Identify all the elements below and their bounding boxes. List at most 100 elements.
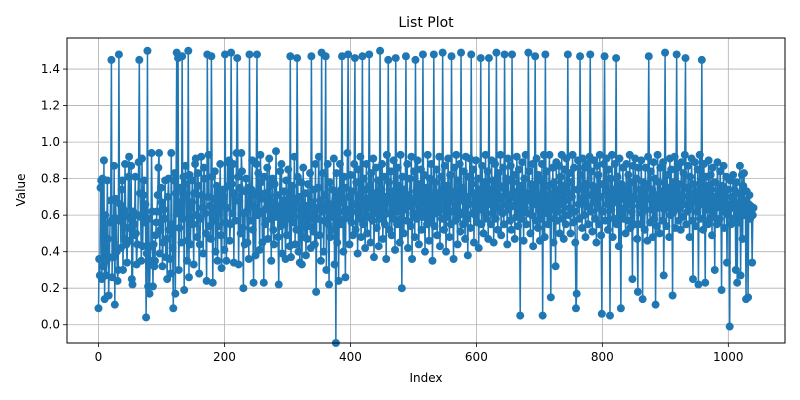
data-point [163,192,172,201]
data-point [202,276,211,285]
data-point [128,280,137,289]
data-point [520,174,529,183]
data-point [186,240,195,249]
data-point [325,178,334,187]
data-point [314,152,323,161]
data-point [527,211,536,220]
data-point [414,240,423,249]
data-point [582,202,591,211]
data-point [556,172,565,181]
data-point [518,158,527,167]
data-point [193,233,202,242]
data-point [314,183,323,192]
data-point [389,214,398,223]
data-point [587,167,596,176]
data-point [484,54,493,63]
data-point [636,220,645,229]
data-point [499,163,508,172]
data-point [664,183,673,192]
data-point [542,167,551,176]
data-point [382,150,391,159]
data-point [231,216,240,225]
data-point [280,187,289,196]
data-point [410,167,419,176]
data-point [561,220,570,229]
data-point [299,163,308,172]
data-point [275,202,284,211]
x-tick-label: 800 [591,350,614,364]
data-point [162,234,171,243]
data-point [549,238,558,247]
data-point [485,200,494,209]
data-point [640,225,649,234]
data-point [492,48,501,57]
data-point [96,183,105,192]
data-point [124,172,133,181]
data-point [510,170,519,179]
data-point [457,48,466,57]
data-point [446,170,455,179]
data-point [678,212,687,221]
data-point [158,262,167,271]
data-point [316,196,325,205]
data-point [417,225,426,234]
data-point [622,160,631,169]
data-point [332,169,341,178]
data-point [428,256,437,265]
data-point [667,165,676,174]
data-point [578,154,587,163]
data-point [103,176,112,185]
data-point [506,216,514,225]
x-axis-title: Index [409,371,442,385]
data-point [153,191,162,200]
data-point [725,322,734,331]
data-point [340,172,349,181]
data-point [591,187,600,196]
data-point [738,234,747,243]
data-point [433,231,442,240]
data-point [577,194,586,203]
data-point [413,156,422,165]
data-point [653,150,662,159]
data-point [151,231,160,240]
data-point [336,220,345,229]
data-point [442,181,451,190]
data-point [290,152,299,161]
data-point [178,214,187,223]
data-point [731,198,740,207]
data-point [662,222,671,231]
data-point [355,191,363,200]
data-point [482,192,491,201]
data-point [659,271,668,280]
data-point [642,180,651,189]
data-point [297,260,306,269]
data-point [380,172,389,181]
plot-frame [66,37,786,344]
y-axis-ticks: 0.0 0.2 0.4 0.6 0.8 1.0 1.2 1.4 [41,62,67,332]
data-point [630,220,639,229]
data-point [605,311,614,320]
data-point [254,169,263,178]
data-point [405,202,414,211]
data-point [440,225,449,234]
data-point [110,161,119,170]
data-point [123,258,132,267]
data-point [661,48,670,57]
data-point [208,278,217,287]
data-point [455,160,464,169]
data-point [139,191,148,200]
data-point [168,244,177,253]
data-point [228,209,237,218]
data-point [701,278,710,287]
data-point [474,174,483,183]
data-point [310,240,319,249]
data-point [569,218,578,227]
data-point [233,54,242,63]
data-point [327,200,336,209]
data-point [654,178,663,187]
data-point [233,172,242,181]
data-point [465,200,474,209]
data-point [137,256,146,265]
data-point [566,229,575,238]
data-point [614,189,623,198]
